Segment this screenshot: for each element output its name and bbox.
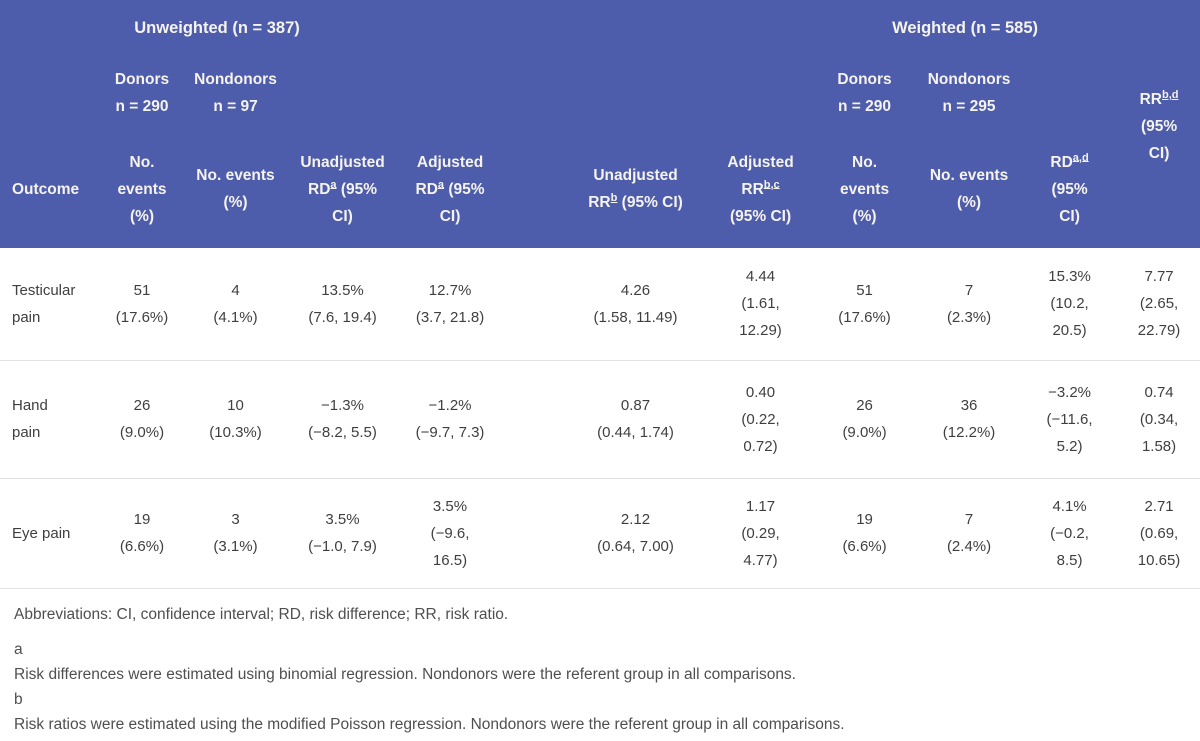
table-row-hand-pain: Hand pain 26 (9.0%) 10 (10.3%) −1.3% (−8… — [0, 359, 1200, 478]
cell: 2.71 (0.69, 10.65) — [1118, 477, 1200, 588]
subheader-donors-weighted: Donors n = 290 — [812, 56, 918, 130]
footnote-ref[interactable]: b — [610, 191, 618, 204]
column-header-rd-weighted: RDa,d (95% CI) — [1021, 130, 1119, 248]
cell: 4.1% (−0.2, 8.5) — [1021, 477, 1119, 588]
subgroup-header-row: Donors n = 290 Nondonors n = 97 Donors n… — [0, 56, 1200, 248]
cell: 7 (2.3%) — [917, 248, 1022, 360]
cell: 13.5% (7.6, 19.4) — [287, 248, 399, 360]
subheader-nondonors-weighted: Nondonors n = 295 — [917, 56, 1022, 130]
footnote-marker-b: b — [14, 690, 23, 708]
header-text: (95% CI) — [332, 180, 378, 225]
column-header-outcome: Outcome — [0, 130, 100, 248]
cell: 36 (12.2%) — [917, 359, 1022, 478]
cell: 2.12 (0.64, 7.00) — [502, 477, 710, 588]
column-header-no-events-nondonors-unweighted: No. events (%) — [184, 130, 287, 248]
cell: 7.77 (2.65, 22.79) — [1118, 248, 1200, 360]
group-header-row: Unweighted (n = 387) Weighted (n = 585) — [0, 0, 1200, 56]
outcomes-table: Unweighted (n = 387) Weighted (n = 585) … — [0, 0, 1200, 589]
footnote-ref[interactable]: a — [330, 178, 337, 191]
table-body: Testicular pain 51 (17.6%) 4 (4.1%) 13.5… — [0, 248, 1200, 588]
column-header-row: Outcome No. events (%) No. events (%) Un… — [0, 130, 1200, 248]
footnote-ref[interactable]: a,d — [1072, 151, 1089, 164]
table-footnotes: Abbreviations: CI, confidence interval; … — [0, 589, 1200, 741]
outcome-label: Eye pain — [0, 477, 100, 588]
footnote-ref[interactable]: a — [437, 178, 445, 191]
column-header-adjusted-rr: Adjusted RRb,c (95% CI) — [709, 130, 813, 248]
header-spacer — [287, 56, 813, 130]
abbreviations-line: Abbreviations: CI, confidence interval; … — [14, 605, 509, 623]
table-header: Unweighted (n = 387) Weighted (n = 585) … — [0, 0, 1200, 248]
header-text: (95% CI) — [617, 194, 683, 211]
column-header-adjusted-rd: Adjusted RDa (95% CI) — [398, 130, 503, 248]
header-spacer — [0, 0, 100, 56]
header-spacer — [1021, 56, 1119, 130]
cell: 3.5% (−9.6, 16.5) — [398, 477, 503, 588]
column-header-no-events-nondonors-weighted: No. events (%) — [917, 130, 1022, 248]
cell: 10 (10.3%) — [184, 359, 287, 478]
cell: 51 (17.6%) — [812, 248, 918, 360]
group-header-unweighted: Unweighted (n = 387) — [100, 0, 399, 56]
footnote-text-a: Risk differences were estimated using bi… — [14, 665, 796, 683]
cell: 1.17 (0.29, 4.77) — [709, 477, 813, 588]
cell: −1.3% (−8.2, 5.5) — [287, 359, 399, 478]
cell: 4.26 (1.58, 11.49) — [502, 248, 710, 360]
header-spacer — [398, 0, 813, 56]
column-header-unadjusted-rr: Unadjusted RRb (95% CI) — [502, 130, 710, 248]
cell: 26 (9.0%) — [812, 359, 918, 478]
header-text: Adjusted RD — [415, 153, 484, 198]
header-spacer — [0, 56, 100, 130]
cell: 0.40 (0.22, 0.72) — [709, 359, 813, 478]
header-text: Unadjusted RR — [588, 167, 678, 211]
column-header-no-events-donors-unweighted: No. events (%) — [100, 130, 184, 248]
header-text: (95% CI) — [1051, 180, 1088, 225]
header-text: Adjusted RR — [727, 153, 794, 198]
column-header-no-events-donors-weighted: No. events (%) — [812, 130, 918, 248]
cell: −3.2% (−11.6, 5.2) — [1021, 359, 1119, 478]
footnote-ref[interactable]: b,c — [763, 178, 780, 191]
cell: 26 (9.0%) — [100, 359, 184, 478]
cell: 4 (4.1%) — [184, 248, 287, 360]
cell: 12.7% (3.7, 21.8) — [398, 248, 503, 360]
cell: 3.5% (−1.0, 7.9) — [287, 477, 399, 588]
footnote-marker-a: a — [14, 640, 23, 658]
cell: 4.44 (1.61, 12.29) — [709, 248, 813, 360]
header-text: Unadjusted RD — [300, 153, 385, 198]
footnote-text-b: Risk ratios were estimated using the mod… — [14, 715, 845, 733]
header-text: (95% CI) — [1140, 118, 1178, 162]
footnote-ref[interactable]: b,d — [1161, 88, 1179, 101]
table-row-testicular-pain: Testicular pain 51 (17.6%) 4 (4.1%) 13.5… — [0, 248, 1200, 360]
header-text: RD — [1050, 153, 1073, 171]
header-text: (95% CI) — [729, 207, 792, 225]
cell: 7 (2.4%) — [917, 477, 1022, 588]
outcome-label: Hand pain — [0, 359, 100, 478]
table-row-eye-pain: Eye pain 19 (6.6%) 3 (3.1%) 3.5% (−1.0, … — [0, 477, 1200, 588]
cell: 19 (6.6%) — [812, 477, 918, 588]
cell: 19 (6.6%) — [100, 477, 184, 588]
outcome-label: Testicular pain — [0, 248, 100, 360]
column-header-rr-weighted: RRb,d (95% CI) — [1118, 56, 1200, 248]
header-text: RR — [1139, 91, 1162, 108]
header-text: (95% CI) — [439, 180, 485, 225]
column-header-unadjusted-rd: Unadjusted RDa (95% CI) — [287, 130, 399, 248]
group-header-weighted: Weighted (n = 585) — [812, 0, 1119, 56]
cell: −1.2% (−9.7, 7.3) — [398, 359, 503, 478]
cell: 0.74 (0.34, 1.58) — [1118, 359, 1200, 478]
cell: 0.87 (0.44, 1.74) — [502, 359, 710, 478]
subheader-donors-unweighted: Donors n = 290 — [100, 56, 184, 130]
cell: 3 (3.1%) — [184, 477, 287, 588]
subheader-nondonors-unweighted: Nondonors n = 97 — [184, 56, 287, 130]
cell: 51 (17.6%) — [100, 248, 184, 360]
header-spacer — [1118, 0, 1200, 56]
cell: 15.3% (10.2, 20.5) — [1021, 248, 1119, 360]
